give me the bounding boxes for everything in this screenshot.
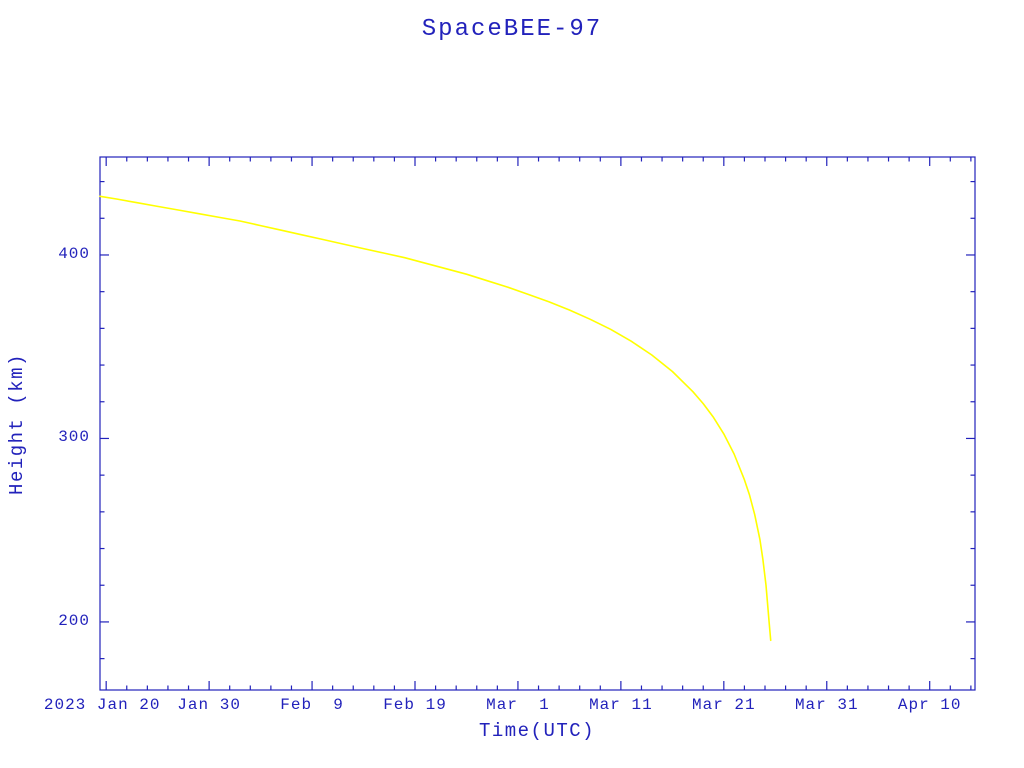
x-tick-label: Feb 19 <box>383 696 447 714</box>
plot-frame <box>99 156 976 691</box>
y-tick-label: 200 <box>58 611 90 630</box>
chart-title: SpaceBEE-97 <box>421 16 603 43</box>
x-tick-label: Mar 1 <box>486 696 550 714</box>
tick-marks <box>100 157 975 690</box>
x-tick-label: Mar 31 <box>794 696 859 714</box>
x-tick-label: Apr 10 <box>897 696 962 714</box>
x-tick-label: Feb 9 <box>280 696 344 714</box>
x-axis-label: Time(UTC) <box>478 720 596 742</box>
height-curve <box>99 195 772 642</box>
y-axis-label: Height (km) <box>6 353 28 495</box>
x-tick-label: Mar 21 <box>692 696 756 714</box>
y-tick-label: 400 <box>58 244 90 263</box>
x-tick-label: 2023 Jan 20 <box>43 696 161 714</box>
y-tick-label: 300 <box>58 428 90 447</box>
x-tick-label: Jan 30 <box>177 696 241 714</box>
x-tick-label: Mar 11 <box>589 696 653 714</box>
